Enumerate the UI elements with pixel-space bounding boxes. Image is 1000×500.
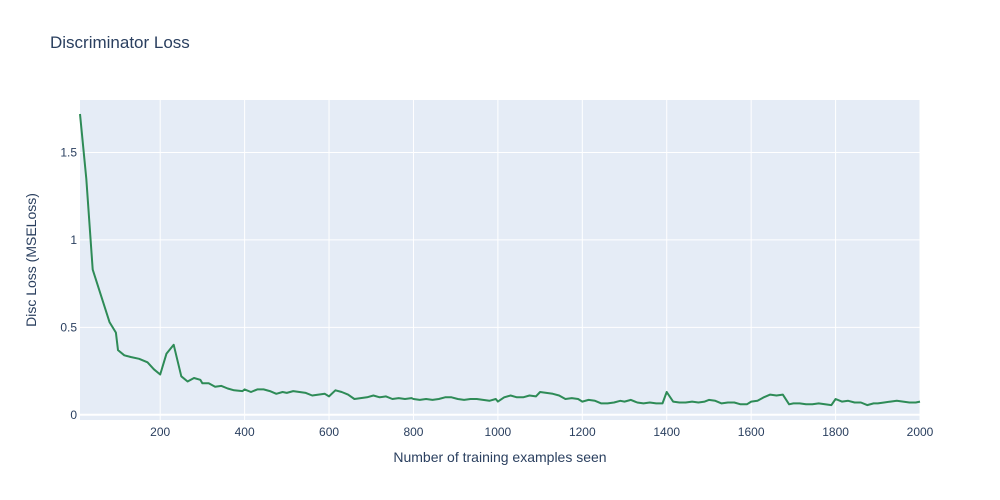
chart-title: Discriminator Loss — [50, 33, 190, 52]
series-line — [79, 113, 921, 407]
x-tick-label: 2000 — [907, 425, 934, 439]
y-tick-labels: 0 0.5 1 1.5 — [60, 145, 77, 421]
y-tick-label: 1 — [70, 233, 77, 247]
x-tick-label: 1600 — [738, 425, 765, 439]
x-tick-label: 1000 — [485, 425, 512, 439]
y-axis-title: Disc Loss (MSELoss) — [23, 193, 39, 327]
x-axis-title: Number of training examples seen — [393, 449, 606, 465]
x-tick-label: 1800 — [822, 425, 849, 439]
x-tick-label: 1200 — [569, 425, 596, 439]
y-tick-label: 0.5 — [60, 320, 77, 334]
y-tick-label: 1.5 — [60, 145, 77, 159]
x-tick-label: 800 — [403, 425, 423, 439]
x-tick-label: 200 — [150, 425, 170, 439]
grid-lines — [80, 100, 921, 420]
x-tick-label: 400 — [235, 425, 255, 439]
y-tick-label: 0 — [70, 408, 77, 422]
x-tick-label: 600 — [319, 425, 339, 439]
x-tick-labels: 200 400 600 800 1000 1200 1400 1600 1800 2000 — [150, 425, 933, 439]
plot-background — [80, 100, 920, 420]
x-tick-label: 1400 — [653, 425, 680, 439]
series-layer — [79, 113, 921, 407]
